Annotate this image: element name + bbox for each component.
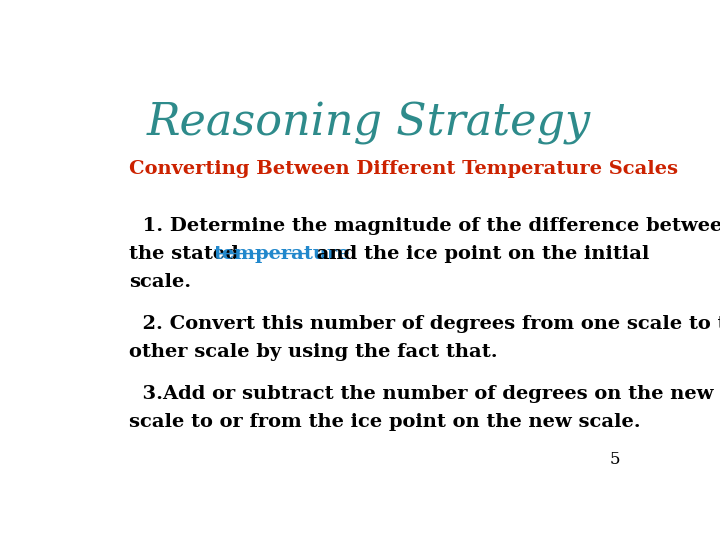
Text: and the ice point on the initial: and the ice point on the initial <box>310 245 649 263</box>
Text: other scale by using the fact that.: other scale by using the fact that. <box>129 343 498 361</box>
Text: scale.: scale. <box>129 273 192 291</box>
Text: 1. Determine the magnitude of the difference between: 1. Determine the magnitude of the differ… <box>129 217 720 234</box>
Text: 3.Add or subtract the number of degrees on the new: 3.Add or subtract the number of degrees … <box>129 384 714 402</box>
Text: the stated: the stated <box>129 245 246 263</box>
Text: Reasoning Strategy: Reasoning Strategy <box>147 102 591 145</box>
Text: Converting Between Different Temperature Scales: Converting Between Different Temperature… <box>129 160 678 178</box>
Text: scale to or from the ice point on the new scale.: scale to or from the ice point on the ne… <box>129 413 641 431</box>
Text: temperature: temperature <box>214 245 351 263</box>
Text: 2. Convert this number of degrees from one scale to the: 2. Convert this number of degrees from o… <box>129 315 720 333</box>
Text: 5: 5 <box>610 451 620 468</box>
